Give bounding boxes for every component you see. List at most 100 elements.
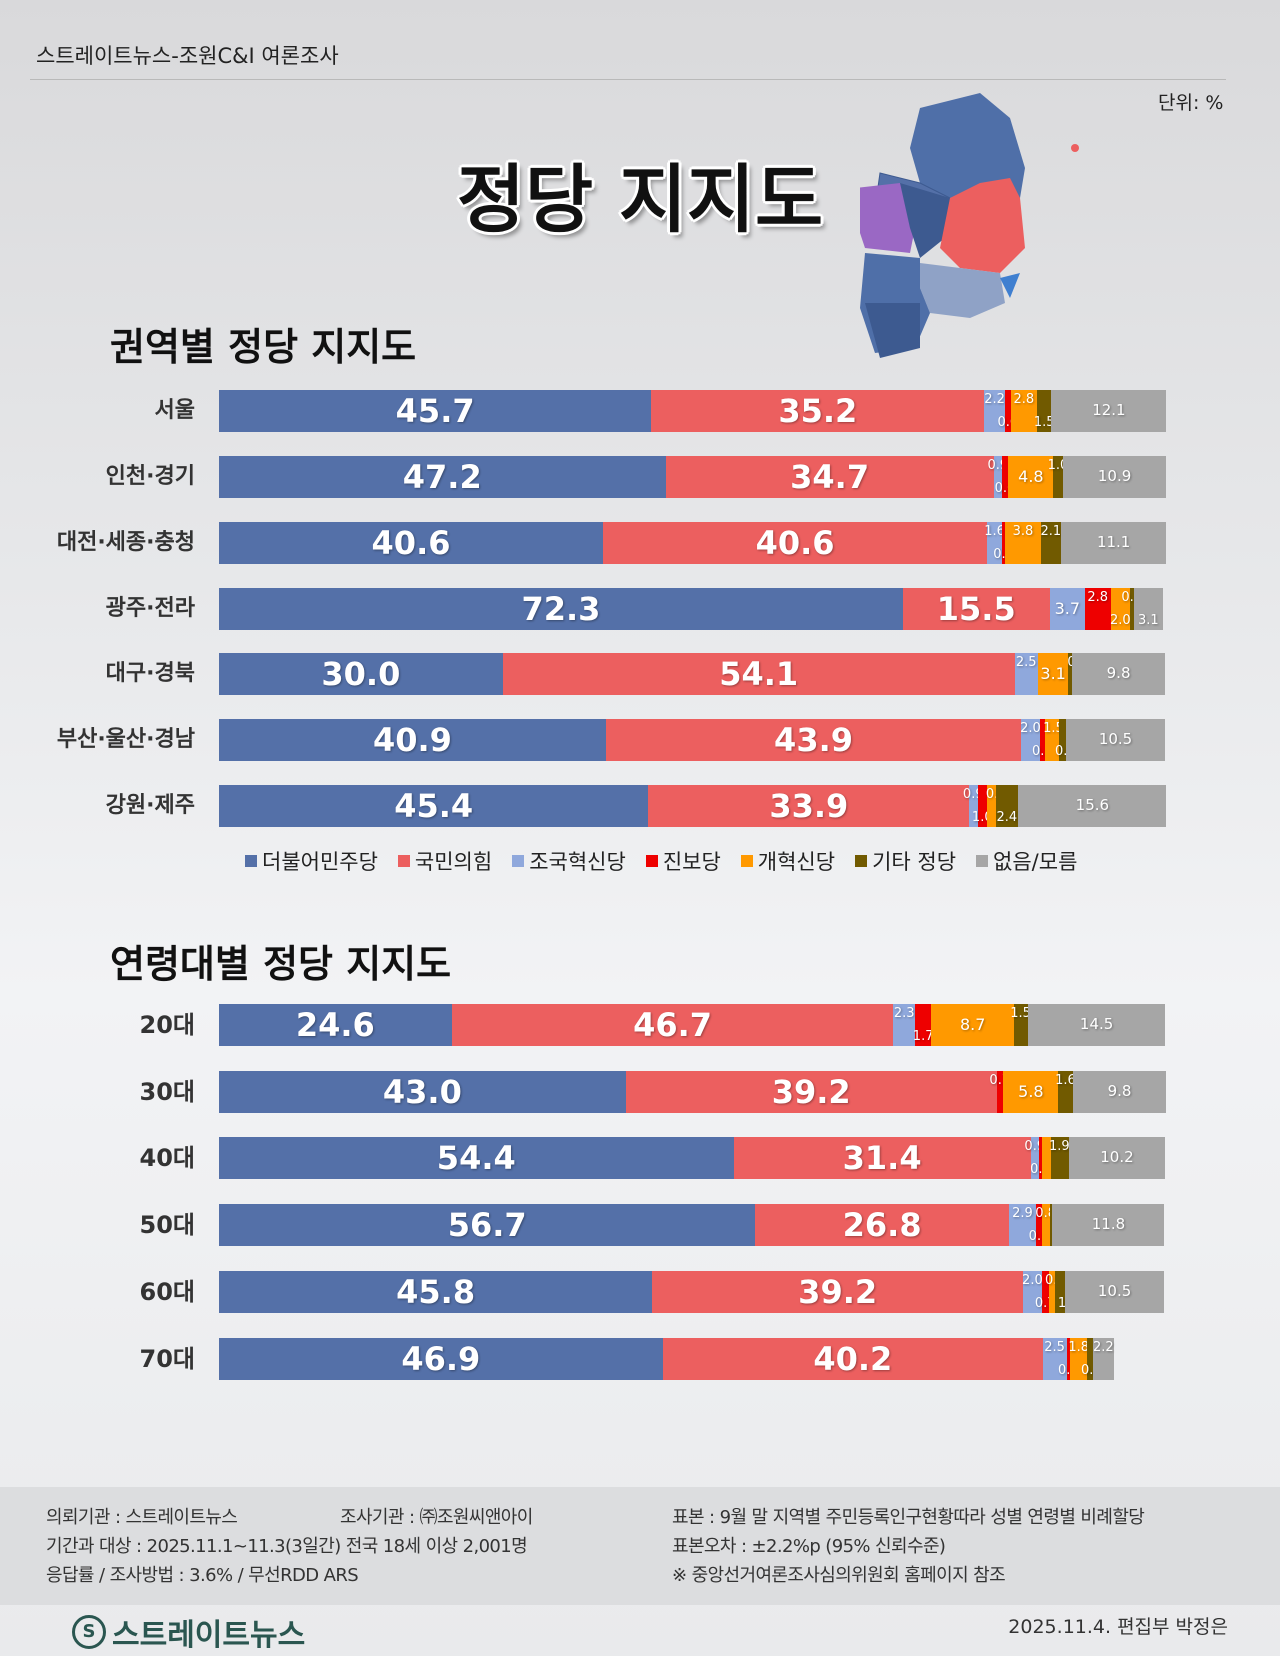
value-label: 15.5 [936, 590, 1016, 628]
value-label: 2.0 [1020, 721, 1041, 736]
value-label: 43.9 [774, 721, 853, 759]
bar-segment [219, 719, 606, 761]
bar-segment [1129, 588, 1134, 630]
value-label: 1.5 [1033, 415, 1055, 430]
bar-segment [652, 1271, 1024, 1313]
bar-segment [902, 588, 1050, 630]
value-label: 26.8 [842, 1206, 922, 1244]
stacked-bar: 56.726.82.90.60.80.311.8 [219, 1204, 1165, 1246]
publish-date: 2025.11.4. 편집부 박정은 [1008, 1616, 1228, 1638]
value-label: 2.0 [1110, 613, 1131, 628]
bar-segment [1093, 1338, 1114, 1380]
bar-segment [1005, 522, 1042, 564]
value-label: 45.4 [394, 787, 474, 825]
value-label: 3.7 [1054, 599, 1081, 618]
value-label: 43.0 [382, 1073, 462, 1111]
bar-segment [651, 390, 985, 432]
map-chungcheong [900, 183, 950, 258]
bar-row: 대전·세종·충청 40.6 40.6 1.6 0.3 3.8 2.1 11.1 [0, 522, 1280, 564]
value-label: 2.0 [1022, 1273, 1043, 1288]
bar-segment [219, 1071, 626, 1113]
note-info: ※ 중앙선거여론조사심의위원회 홈페이지 참조 [672, 1565, 1006, 1586]
value-label: 5.8 [1018, 1082, 1044, 1101]
value-label: 40.6 [371, 524, 451, 562]
value-label: 2.8 [1013, 392, 1035, 407]
bar-segment [1049, 1204, 1053, 1246]
value-label: 39.2 [771, 1073, 851, 1111]
map-ulleung [1071, 144, 1079, 152]
legend-swatch [512, 855, 525, 867]
bar-segment [1041, 522, 1061, 564]
map-gyeongnam [920, 263, 1005, 318]
bar-segment [1133, 588, 1164, 630]
bar-segment [605, 719, 1022, 761]
bar-row: 광주·전라 72.3 15.5 3.7 2.8 2.0 0.4 3.1 [0, 588, 1280, 630]
bar-segment [1060, 522, 1166, 564]
bar-segment [1070, 1338, 1088, 1380]
bar-segment [733, 1137, 1031, 1179]
category-label: 20대 [139, 1011, 195, 1039]
value-label: 12.1 [1092, 401, 1126, 419]
bar-segment [1021, 719, 1041, 761]
value-label: 10.5 [1097, 1282, 1132, 1300]
bar-segment [996, 1071, 1004, 1113]
bar-segment [219, 1204, 756, 1246]
legend-swatch [397, 855, 410, 867]
legend-item: 없음/모름 [976, 846, 1077, 876]
value-label: 72.3 [521, 590, 601, 628]
value-label: 2.5 [1044, 1340, 1065, 1355]
bar-segment [1007, 456, 1054, 498]
period-info: 기간과 대상 : 2025.11.1~11.3(3일간) 전국 18세 이상 2… [46, 1536, 528, 1557]
stacked-bar: 45.839.22.00.70.71.010.5 [219, 1271, 1165, 1313]
value-label: 1.5 [1010, 1006, 1031, 1021]
brand-logo: S 스트레이트뉴스 [72, 1610, 305, 1654]
stacked-bar: 45.7 35.2 2.2 0.6 2.8 1.5 12.1 [219, 390, 1166, 432]
category-label: 대전·세종·충청 [56, 530, 195, 555]
value-label: 34.7 [790, 458, 870, 496]
bar-segment [969, 785, 978, 827]
bar-segment [662, 1338, 1043, 1380]
legend-label: 개혁신당 [757, 850, 836, 874]
bar-segment [1010, 390, 1038, 432]
bar-segment [625, 1071, 997, 1113]
category-label: 부산·울산·경남 [56, 727, 195, 752]
bar-segment [219, 785, 649, 827]
value-label: 2.3 [893, 1006, 915, 1021]
survey-info-panel: 의뢰기관 : 스트레이트뉴스 조사기관 : ㈜조원씨앤아이 기간과 대상 : 2… [0, 1487, 1280, 1605]
bar-segment [1065, 719, 1165, 761]
bar-segment [977, 785, 988, 827]
category-label: 70대 [139, 1345, 195, 1373]
bar-segment [1111, 588, 1130, 630]
bar-segment [1068, 1137, 1165, 1179]
section-title-region: 권역별 정당 지지도 [110, 325, 417, 369]
value-label: 1.6 [1055, 1073, 1076, 1088]
value-label: 11.1 [1096, 533, 1131, 551]
bar-segment [984, 390, 1006, 432]
legend-swatch [740, 855, 753, 867]
bar-segment [1008, 1204, 1037, 1246]
map-gyeongbuk [940, 178, 1025, 273]
bar-segment [502, 653, 1015, 695]
bar-segment [1023, 1271, 1042, 1313]
bar-segment [1052, 1204, 1165, 1246]
logo-s-icon: S [72, 1615, 106, 1649]
legend-swatch [645, 855, 658, 867]
bar-segment [219, 390, 652, 432]
map-gangwon-gyeonggi [910, 93, 1025, 198]
stacked-bar: 72.3 15.5 3.7 2.8 2.0 0.4 3.1 [219, 588, 1165, 630]
bar-row: 70대 46.9 40.2 2.5 0.4 1.8 0.6 2.2 [0, 1338, 1280, 1380]
bar-segment [1002, 522, 1006, 564]
value-label: 1.9 [1049, 1139, 1070, 1154]
bar-segment [665, 456, 994, 498]
bar-segment [1040, 719, 1045, 761]
value-label: 3.1 [1137, 613, 1159, 628]
value-label: 9.8 [1106, 664, 1131, 682]
bar-segment [648, 785, 970, 827]
bar-row: 20대 24.6 46.7 2.3 1.7 8.7 1.5 14.5 [0, 1004, 1280, 1046]
bar-segment [1003, 1071, 1059, 1113]
bar-segment [219, 653, 503, 695]
category-label: 30대 [139, 1078, 195, 1106]
category-label: 대구·경북 [105, 661, 195, 686]
error-info: 표본오차 : ±2.2%p (95% 신뢰수준) [672, 1536, 946, 1557]
bar-segment [219, 1338, 663, 1380]
